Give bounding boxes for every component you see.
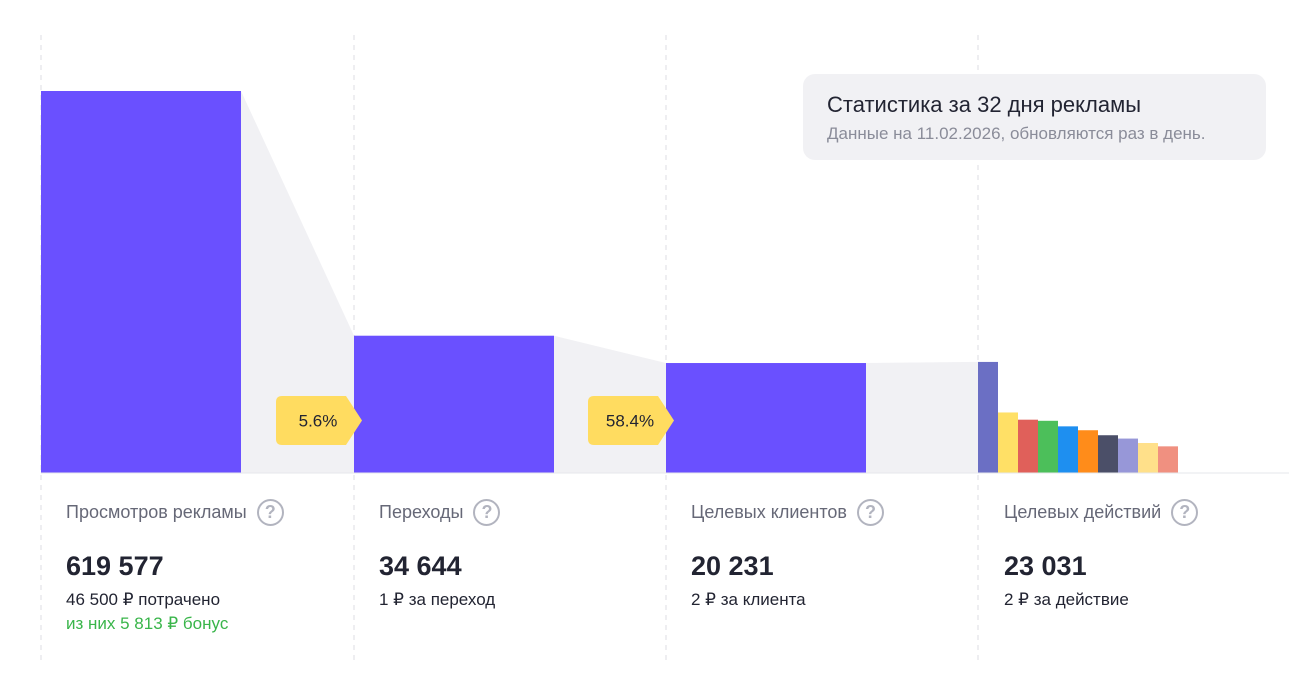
funnel-bar — [41, 91, 241, 473]
help-icon[interactable]: ? — [256, 498, 284, 526]
metric-label: Целевых клиентов — [691, 501, 847, 522]
metric-label: Целевых действий — [1004, 501, 1162, 522]
action-breakdown-bar — [1018, 419, 1038, 473]
conversion-label: 5.6% — [299, 412, 338, 431]
metric-sub: 2 ₽ за действие — [1004, 590, 1129, 609]
conversion-label: 58.4% — [606, 412, 654, 431]
tooltip-title: Статистика за 32 дня рекламы — [827, 92, 1142, 117]
action-breakdown-bar — [1078, 430, 1098, 473]
metric-label: Просмотров рекламы — [66, 501, 247, 522]
funnel-bar — [354, 335, 554, 473]
metric-value: 34 644 — [379, 551, 462, 581]
metric-actions: Целевых действий ? 23 031 2 ₽ за действи… — [1004, 492, 1284, 612]
metric-clicks: Переходы ? 34 644 1 ₽ за переход — [379, 492, 659, 612]
metric-value: 20 231 — [691, 551, 774, 581]
action-breakdown-bar — [1158, 446, 1178, 473]
stats-tooltip: Статистика за 32 дня рекламы Данные на 1… — [803, 74, 1266, 160]
metric-sub: 2 ₽ за клиента — [691, 590, 806, 609]
action-breakdown-bar — [978, 361, 998, 473]
action-breakdown-bar — [1038, 420, 1058, 473]
funnel-bar — [666, 363, 866, 473]
conversion-badge — [588, 396, 674, 445]
conversion-badge — [276, 396, 362, 445]
action-breakdown-bar — [1138, 443, 1158, 473]
help-icon[interactable]: ? — [473, 498, 501, 526]
funnel-connector — [866, 361, 978, 473]
funnel-connector — [241, 91, 354, 473]
metric-bonus: из них 5 813 ₽ бонус — [66, 614, 229, 633]
tooltip-subtitle: Данные на 11.02.2026, обновляются раз в … — [827, 124, 1206, 143]
action-breakdown-bar — [998, 412, 1018, 473]
help-icon[interactable]: ? — [856, 498, 884, 526]
metric-sub: 46 500 ₽ потрачено — [66, 590, 221, 609]
metric-value: 23 031 — [1004, 551, 1087, 581]
metric-sub: 1 ₽ за переход — [379, 590, 496, 609]
metric-label: Переходы — [379, 501, 464, 522]
action-breakdown-bar — [1098, 435, 1118, 473]
metric-clients: Целевых клиентов ? 20 231 2 ₽ за клиента — [691, 492, 971, 612]
metric-views: Просмотров рекламы ? 619 577 46 500 ₽ по… — [66, 492, 346, 636]
metric-value: 619 577 — [66, 551, 164, 581]
action-breakdown-bar — [1118, 438, 1138, 473]
help-icon[interactable]: ? — [1171, 498, 1199, 526]
action-breakdown-bar — [1058, 426, 1078, 473]
